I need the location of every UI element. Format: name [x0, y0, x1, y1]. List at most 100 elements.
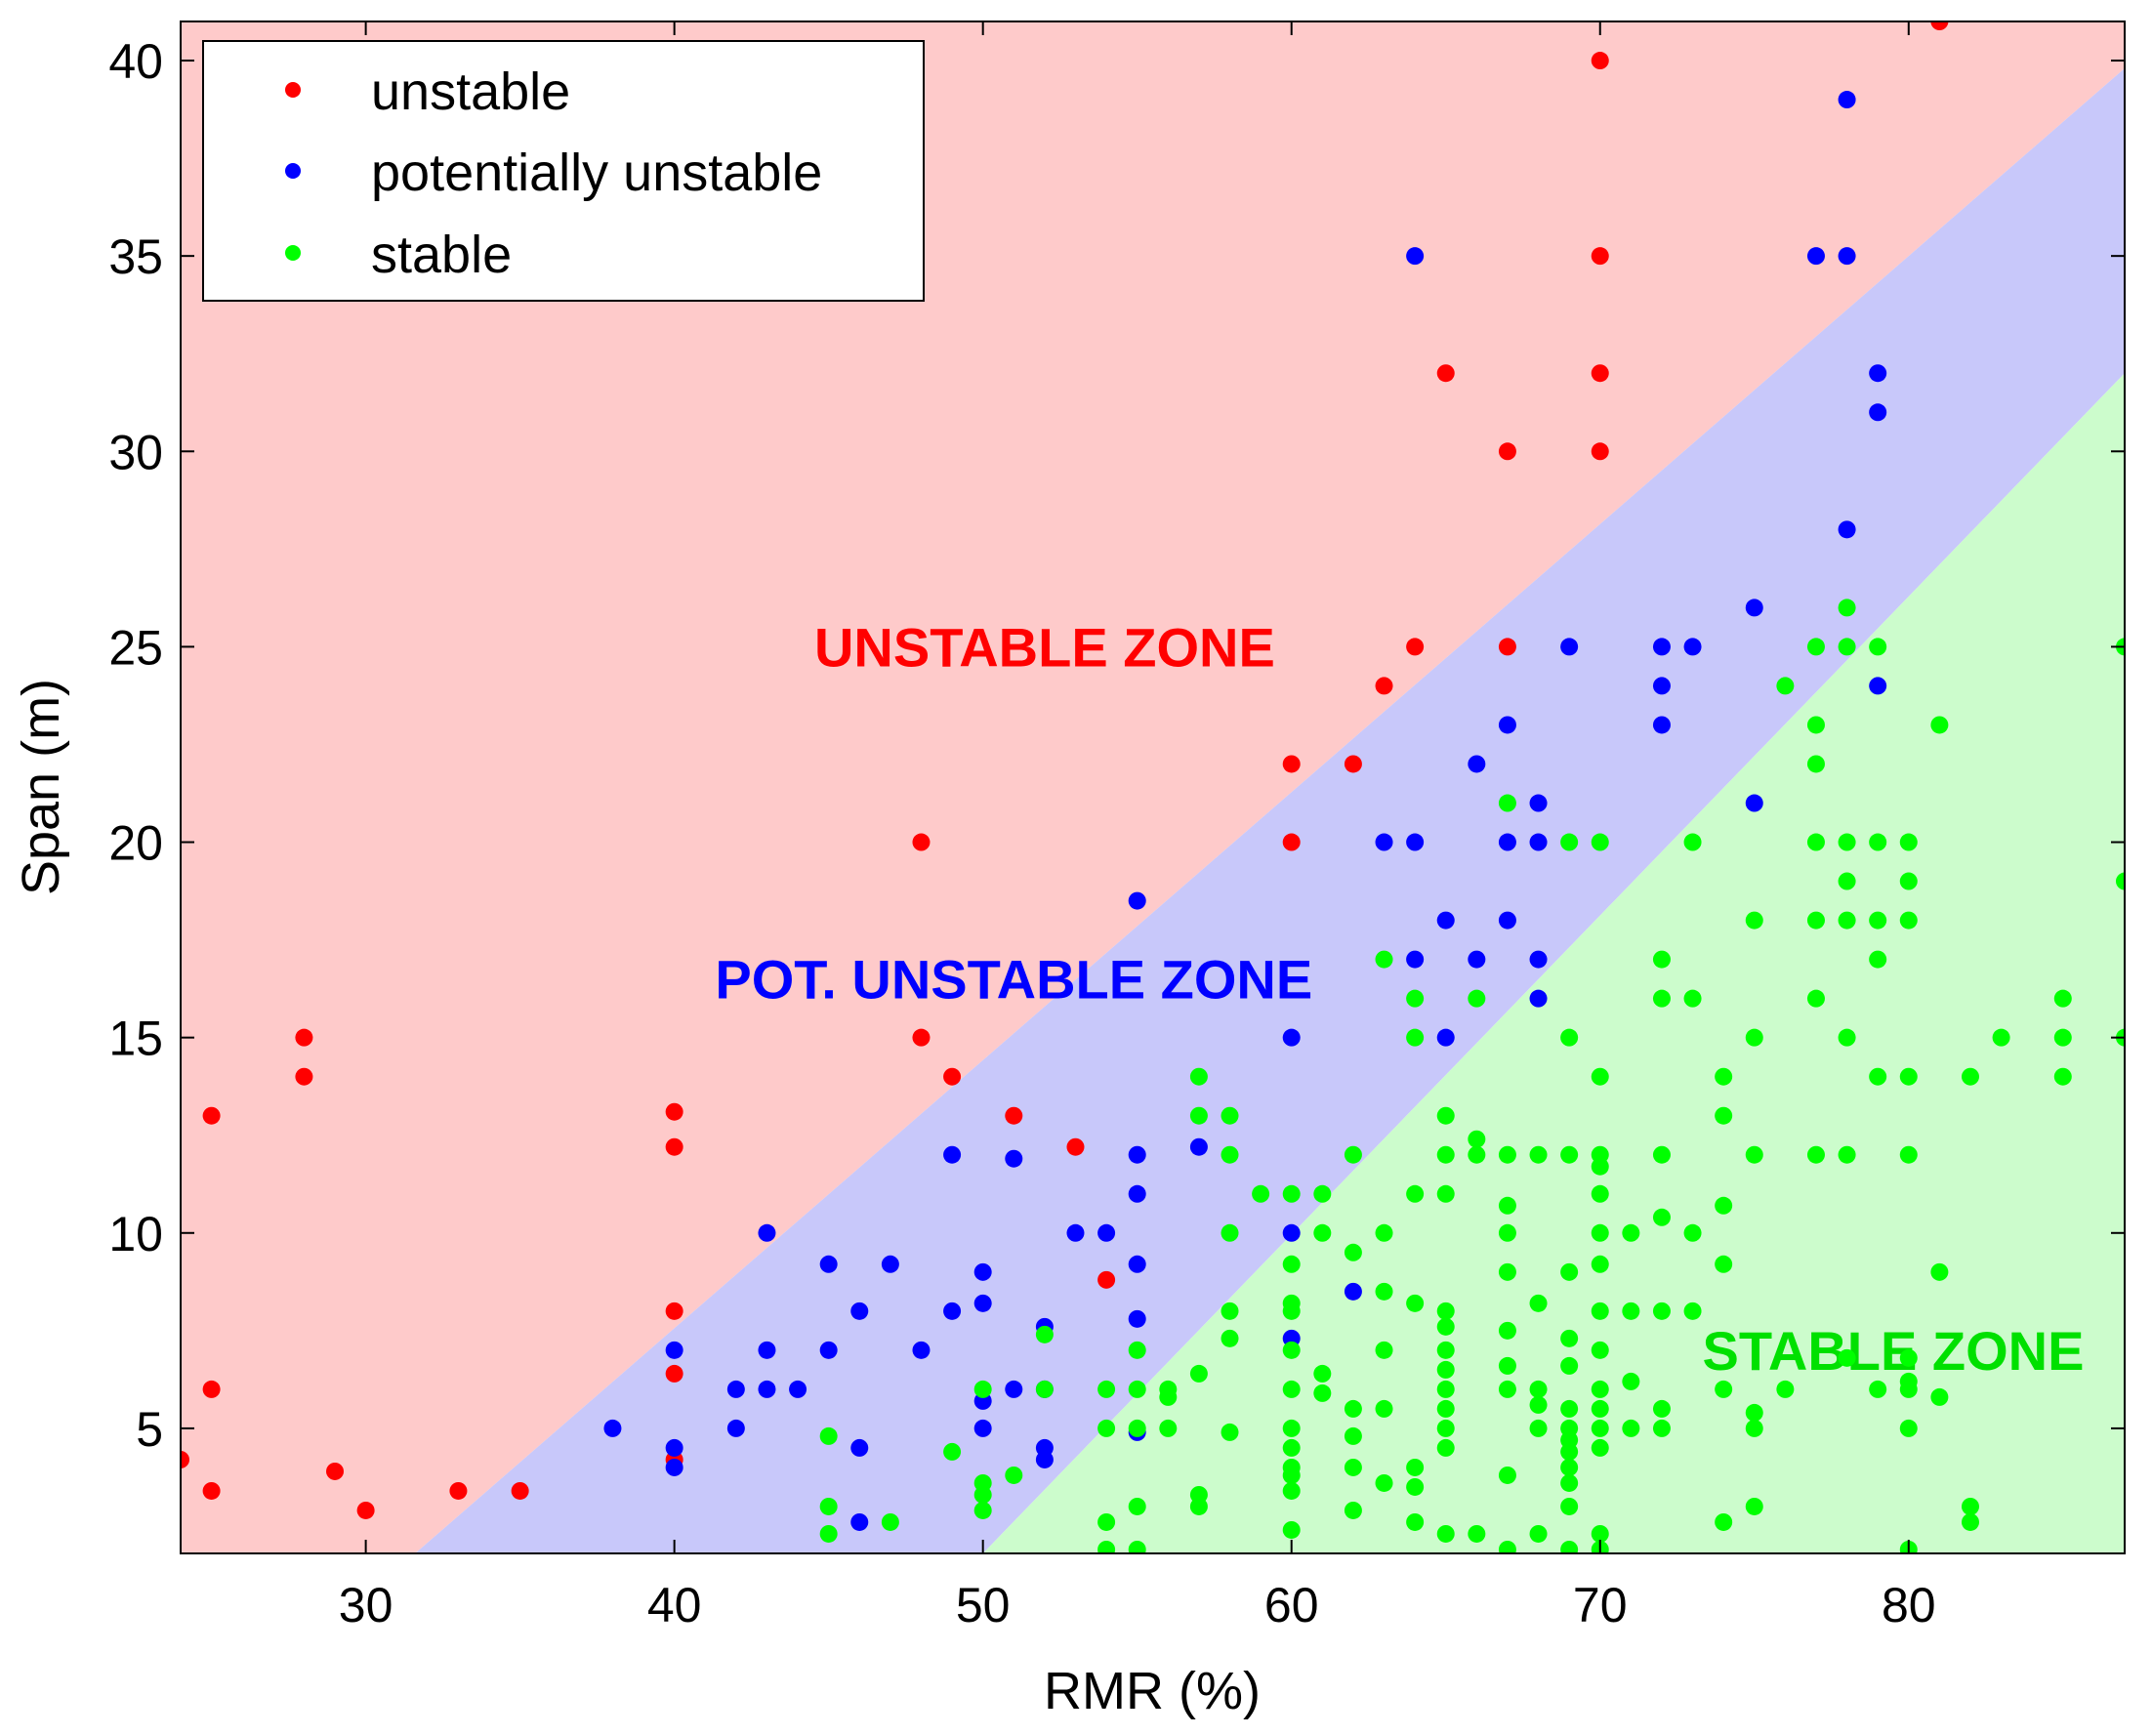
data-point-stable	[1035, 1380, 1054, 1398]
data-point-stable	[1652, 1208, 1671, 1226]
data-point-stable	[1930, 1387, 1949, 1406]
data-point-potentially-unstable	[1406, 247, 1425, 266]
data-point-potentially-unstable	[1869, 364, 1887, 383]
data-point-potentially-unstable	[850, 1512, 869, 1531]
legend-label-potentially-unstable: potentially unstable	[371, 144, 822, 202]
data-point-stable	[1498, 1466, 1516, 1484]
data-point-potentially-unstable	[758, 1341, 776, 1359]
data-point-unstable	[1406, 638, 1425, 656]
data-point-unstable	[665, 1102, 683, 1121]
data-point-unstable	[1436, 364, 1455, 383]
data-point-stable	[1560, 1458, 1579, 1476]
data-point-potentially-unstable	[1529, 950, 1548, 969]
data-point-stable	[1560, 1356, 1579, 1375]
data-point-stable	[1715, 1255, 1733, 1273]
data-point-stable	[1683, 1223, 1702, 1242]
data-point-stable	[1715, 1196, 1733, 1215]
data-point-unstable	[326, 1462, 345, 1480]
data-point-stable	[1899, 1145, 1918, 1164]
pot-unstable-zone-label: POT. UNSTABLE ZONE	[715, 949, 1312, 1011]
data-point-stable	[1560, 833, 1579, 851]
data-point-stable	[1869, 1067, 1887, 1086]
data-point-stable	[1498, 1223, 1516, 1242]
data-point-stable	[1560, 1262, 1579, 1281]
data-point-stable	[1189, 1497, 1208, 1515]
data-point-stable	[1468, 1524, 1486, 1543]
data-point-unstable	[665, 1364, 683, 1383]
data-point-stable	[1899, 1419, 1918, 1437]
data-point-unstable	[912, 1028, 931, 1047]
data-point-stable	[2053, 1067, 2072, 1086]
data-point-stable	[1930, 716, 1949, 734]
data-point-stable	[1189, 1067, 1208, 1086]
x-tick-label: 50	[956, 1578, 1011, 1633]
data-point-stable	[1498, 1356, 1516, 1375]
data-point-unstable	[1282, 833, 1301, 851]
data-point-stable	[973, 1501, 992, 1519]
data-point-potentially-unstable	[850, 1302, 869, 1320]
data-point-potentially-unstable	[1406, 833, 1425, 851]
data-point-stable	[1652, 950, 1671, 969]
data-point-stable	[1282, 1419, 1301, 1437]
data-point-potentially-unstable	[726, 1380, 745, 1398]
data-point-unstable	[356, 1501, 375, 1519]
data-point-unstable	[1005, 1106, 1023, 1125]
data-point-stable	[1899, 1067, 1918, 1086]
data-point-stable	[1344, 1145, 1362, 1164]
data-point-stable	[1529, 1419, 1548, 1437]
data-point-potentially-unstable	[1066, 1223, 1085, 1242]
data-point-stable	[1344, 1399, 1362, 1418]
legend-marker-stable	[285, 245, 301, 261]
data-point-stable	[1869, 911, 1887, 930]
legend-marker-potentially-unstable	[285, 163, 301, 179]
data-point-unstable	[1375, 677, 1393, 695]
data-point-unstable	[1591, 247, 1609, 266]
data-point-potentially-unstable	[1128, 891, 1146, 910]
data-point-potentially-unstable	[1406, 950, 1425, 969]
data-point-potentially-unstable	[1436, 911, 1455, 930]
data-point-potentially-unstable	[1529, 794, 1548, 812]
y-tick-label: 20	[108, 816, 163, 871]
data-point-stable	[1899, 911, 1918, 930]
data-point-potentially-unstable	[1838, 247, 1856, 266]
data-point-stable	[1930, 1262, 1949, 1281]
data-point-stable	[2116, 872, 2125, 890]
data-point-potentially-unstable	[1189, 1137, 1208, 1156]
data-point-potentially-unstable	[1498, 833, 1516, 851]
data-point-stable	[1591, 1255, 1609, 1273]
stable-zone-area	[982, 373, 2125, 1553]
data-point-stable	[1652, 1145, 1671, 1164]
data-point-stable	[1128, 1541, 1146, 1553]
data-point-stable	[1221, 1302, 1239, 1320]
data-point-stable	[1406, 1477, 1425, 1496]
unstable-zone-label: UNSTABLE ZONE	[814, 616, 1275, 678]
data-point-stable	[1591, 1157, 1609, 1176]
data-point-potentially-unstable	[1128, 1184, 1146, 1203]
data-point-potentially-unstable	[1128, 1145, 1146, 1164]
data-point-stable	[1529, 1380, 1548, 1398]
data-point-stable	[1899, 1380, 1918, 1398]
data-point-potentially-unstable	[943, 1302, 962, 1320]
data-point-potentially-unstable	[758, 1380, 776, 1398]
data-point-unstable	[1344, 755, 1362, 773]
data-point-unstable	[295, 1028, 313, 1047]
data-point-stable	[1436, 1341, 1455, 1359]
data-point-stable	[1529, 1145, 1548, 1164]
data-point-potentially-unstable	[1468, 755, 1486, 773]
data-point-unstable	[1066, 1137, 1085, 1156]
data-point-stable	[1869, 833, 1887, 851]
data-point-stable	[1221, 1329, 1239, 1347]
unstable-zone-area	[181, 21, 2125, 1553]
data-point-stable	[1715, 1380, 1733, 1398]
data-point-stable	[1128, 1380, 1146, 1398]
data-point-stable	[1468, 989, 1486, 1008]
data-point-potentially-unstable	[850, 1438, 869, 1457]
data-point-stable	[1838, 872, 1856, 890]
y-tick-label: 5	[136, 1402, 163, 1457]
data-point-stable	[1992, 1028, 2010, 1047]
data-point-stable	[1715, 1067, 1733, 1086]
data-point-stable	[1806, 755, 1825, 773]
y-axis-ticks: 5 10 15 20 25 30 35 40	[108, 34, 2125, 1457]
data-point-stable	[1622, 1223, 1640, 1242]
